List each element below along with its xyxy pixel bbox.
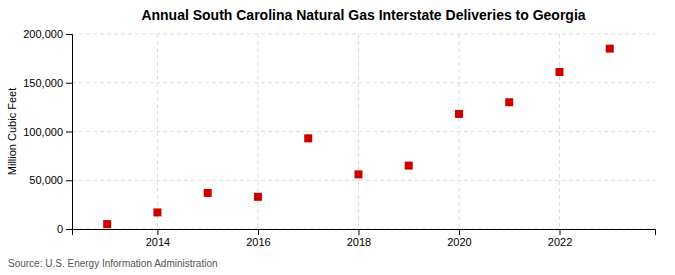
y-axis: 0 50,000 100,000 150,000 200,000: [23, 28, 72, 235]
grid-line-y: [72, 131, 655, 132]
x-tick-mark: [157, 229, 158, 235]
y-tick-mark: [66, 180, 72, 181]
point: [455, 110, 463, 118]
y-tick: 50,000: [29, 174, 72, 186]
grid-line-y: [72, 180, 655, 181]
point: [405, 162, 413, 170]
grid-line-x: [358, 34, 359, 229]
y-tick: 150,000: [23, 77, 72, 89]
x-axis-line: [73, 230, 656, 236]
x-tick-label: 2020: [447, 236, 471, 248]
point: [556, 68, 564, 76]
annotation: Source: U.S. Energy Information Administ…: [8, 258, 218, 269]
title: Annual South Carolina Natural Gas Inters…: [141, 7, 585, 23]
x-tick-mark: [358, 229, 359, 235]
y-tick-label: 150,000: [23, 77, 63, 89]
point: [103, 220, 111, 228]
chart: 2014 2016 2018 2020 2022 0 50,000 100,000 150,00…: [0, 0, 675, 275]
y-tick: 100,000: [23, 126, 72, 138]
y-tick-label: 50,000: [29, 174, 63, 186]
x-tick-label: 2014: [146, 236, 170, 248]
point: [354, 170, 362, 178]
point: [254, 193, 262, 201]
x-tick: 2014: [146, 229, 170, 248]
y-tick-mark: [66, 229, 72, 230]
y-tick-label: 100,000: [23, 126, 63, 138]
grid-line-y: [72, 82, 655, 83]
points: [103, 45, 614, 229]
x-tick-label: 2022: [548, 236, 572, 248]
grid-line-y: [72, 34, 655, 35]
x-tick-mark: [258, 229, 259, 235]
y-axis-line: [66, 35, 73, 230]
y-tick: 200,000: [23, 28, 72, 40]
x-tick: 2018: [347, 229, 371, 248]
plot: 2014 2016 2018 2020 2022 0 50,000 100,000 150,00…: [23, 28, 655, 248]
y-tick-label: 200,000: [23, 28, 63, 40]
point: [204, 189, 212, 197]
y-tick: 0: [57, 223, 72, 235]
point: [153, 208, 161, 216]
y-tick-mark: [66, 34, 72, 35]
point: [505, 98, 513, 106]
y-tick-mark: [66, 132, 72, 133]
point: [304, 134, 312, 142]
y-tick-label: 0: [57, 223, 63, 235]
y-axis-label: Million Cubic Feet: [6, 88, 18, 175]
x-tick-mark: [459, 229, 460, 235]
x-tick: 2016: [246, 229, 270, 248]
point: [606, 45, 614, 53]
x-axis: 2014 2016 2018 2020 2022: [73, 229, 656, 248]
x-tick-label: 2018: [347, 236, 371, 248]
y-tick-mark: [66, 83, 72, 84]
grid-line-x: [559, 34, 560, 229]
x-tick: 2022: [548, 229, 572, 248]
x-tick-mark: [560, 229, 561, 235]
x-tick-label: 2016: [246, 236, 270, 248]
grid: [72, 34, 655, 229]
x-tick: 2020: [447, 229, 471, 248]
